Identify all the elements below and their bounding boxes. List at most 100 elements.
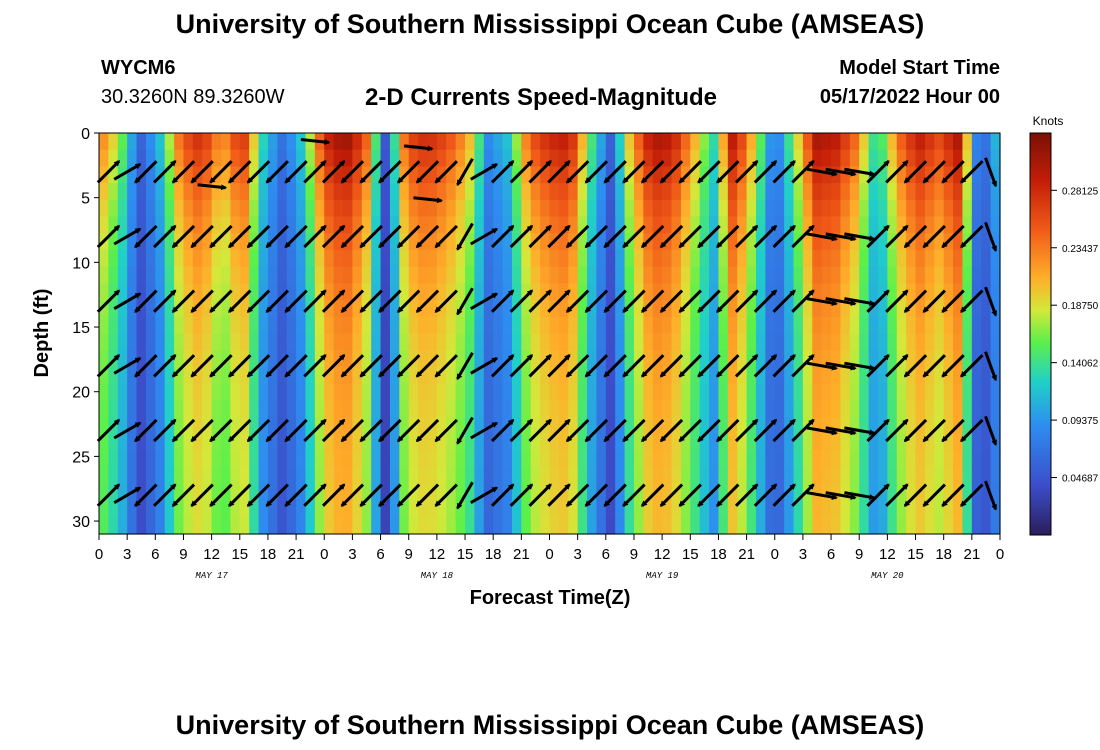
heat-cell [239,183,250,201]
heat-cell [831,149,842,168]
heat-cell [906,517,917,535]
heat-cell [718,216,729,234]
heat-cell [840,417,851,435]
current-vector [246,289,271,313]
heat-cell [352,199,363,218]
heat-cell [483,517,494,535]
heat-cell [352,233,363,251]
heat-cell [211,433,222,452]
heat-cell [408,316,419,335]
heat-cell [127,316,138,335]
heat-cell [755,283,766,301]
heat-cell [840,500,851,518]
current-vector [456,222,474,251]
heat-cell [521,517,532,535]
heat-cell [680,417,691,435]
heat-cell [380,400,391,418]
heat-cell [286,383,297,401]
heat-cell [408,149,419,168]
heat-cell [202,433,213,452]
heat-cell [962,450,973,468]
heat-cell [859,350,870,368]
heat-cell [699,199,710,218]
heat-cell [718,266,729,284]
heat-cell [587,183,598,201]
heat-cell [521,400,532,418]
heat-cell [709,249,720,268]
heat-cell [436,333,447,351]
heat-cell [117,383,128,401]
heat-cell [971,133,982,151]
heat-cell [267,500,278,518]
colorbar-tick-label: 0.04687 [1062,474,1099,485]
heat-cell [502,166,513,184]
heat-cell [849,133,860,151]
heat-cell [633,400,644,418]
heat-cell [521,500,532,518]
heat-cell [849,266,860,284]
heat-cell [540,517,551,535]
heat-cell [633,333,644,351]
heat-cell [990,333,1001,351]
heat-cell [511,133,522,151]
heat-cell [662,266,673,284]
heat-cell [924,149,935,168]
heat-cell [755,300,766,318]
heat-cell [934,366,945,385]
heat-cell [727,149,738,168]
heat-cell [605,450,616,468]
current-vector [903,160,928,184]
heat-cell [549,350,560,368]
heat-cell [493,500,504,518]
heat-cell [239,366,250,385]
heat-cell [296,383,307,401]
heat-cell [427,333,438,351]
heat-cell [868,500,879,518]
current-vector [791,289,815,313]
heat-cell [493,216,504,234]
heat-cell [812,333,823,351]
heat-cell [183,300,194,318]
heat-cell [305,283,316,301]
current-vector [246,354,271,378]
heat-cell [230,300,241,318]
heat-cell [211,467,222,485]
heat-cell [812,199,823,218]
current-vector [641,483,665,507]
current-vector [509,160,534,184]
heat-cell [155,199,166,218]
heat-cell [540,149,551,168]
heat-cell [483,467,494,485]
heat-cell [530,266,541,284]
heat-cell [361,417,372,435]
heat-cell [587,366,598,385]
heat-cell [774,316,785,335]
heat-cell [117,350,128,368]
heat-cell [493,149,504,168]
heat-cell [784,383,795,401]
heat-cell [155,417,166,435]
current-vector [565,224,590,249]
heat-cell [155,483,166,502]
heat-cell [511,400,522,418]
heat-cell [699,183,710,201]
current-vector [340,224,365,249]
heat-cell [305,199,316,218]
heat-cell [502,316,513,335]
heat-cell [305,433,316,452]
heat-cell [765,283,776,301]
heat-cell [615,283,626,301]
current-vector [340,354,365,378]
heat-cell [765,483,776,502]
heat-cell [906,333,917,351]
current-vector [603,289,627,313]
heat-cell [446,249,457,268]
heat-cell [164,166,175,184]
heat-cell [915,433,926,452]
x-tick-label: 18 [260,546,277,563]
heat-cell [615,199,626,218]
heat-cell [643,216,654,234]
heat-cell [465,433,476,452]
heat-cell [821,283,832,301]
heat-cell [643,467,654,485]
